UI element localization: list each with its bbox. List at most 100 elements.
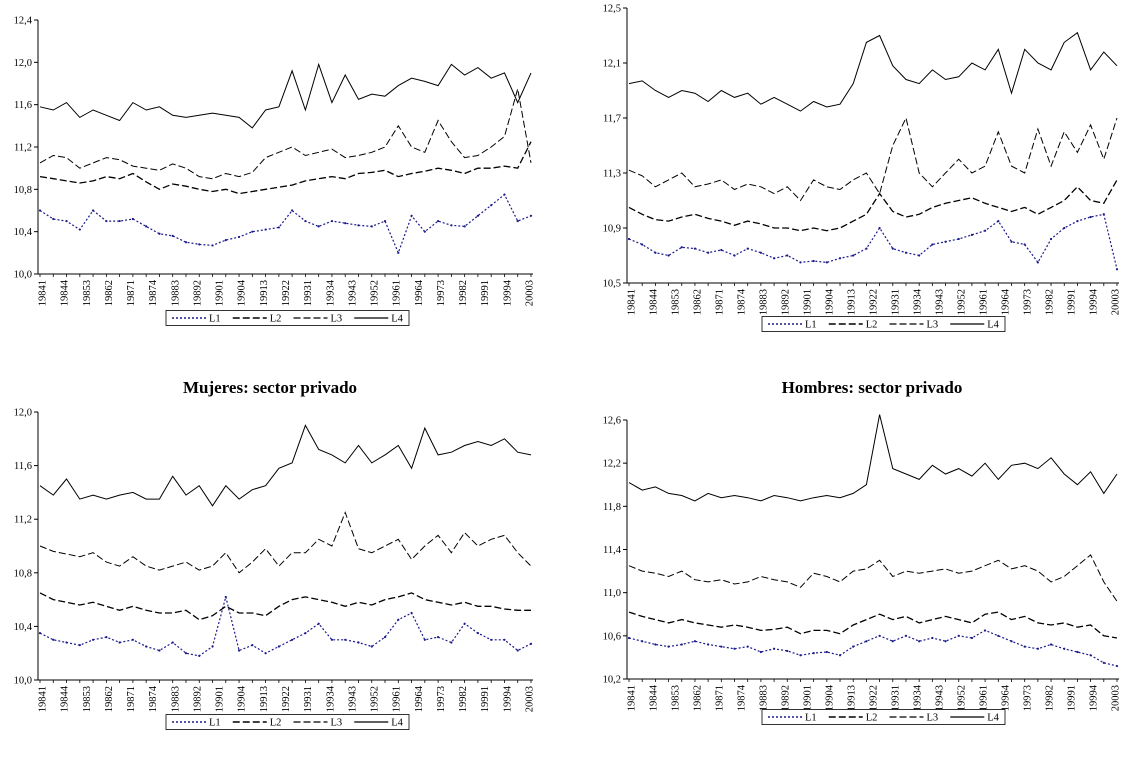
legend-label-L1: L1 [805, 320, 817, 331]
series-point-L1 [38, 209, 42, 212]
legend-label-L2: L2 [270, 314, 282, 325]
series-point-L1 [330, 638, 334, 641]
series-point-L1 [317, 225, 320, 228]
x-tick-label: 19871 [715, 685, 726, 711]
x-tick-label: 19862 [693, 685, 704, 711]
series-point-L1 [476, 214, 480, 217]
y-tick-label: 10,4 [14, 227, 33, 238]
x-tick-label: 20003 [525, 280, 536, 306]
x-tick-label: 19913 [847, 289, 858, 315]
series-point-L1 [1063, 647, 1066, 650]
x-tick-label: 19862 [104, 280, 115, 306]
series-point-L1 [105, 636, 108, 639]
series-point-L1 [746, 247, 749, 250]
x-tick-label: 19961 [392, 686, 403, 712]
x-tick-label: 19901 [803, 289, 814, 315]
x-tick-label: 19922 [869, 685, 880, 711]
series-point-L1 [1102, 213, 1105, 216]
x-tick-label: 19943 [347, 280, 358, 306]
series-point-L1 [145, 225, 148, 228]
series-point-L1 [746, 645, 749, 648]
x-tick-label: 19922 [869, 289, 880, 315]
series-point-L1 [984, 629, 987, 632]
series-point-L1 [344, 638, 347, 641]
x-tick-label: 19901 [803, 685, 814, 711]
x-tick-label: 19973 [1023, 685, 1034, 711]
x-tick-label: 19991 [480, 686, 491, 712]
x-tick-label: 19934 [913, 288, 924, 315]
series-point-L1 [91, 209, 95, 212]
series-point-L1 [304, 219, 307, 223]
series-point-L1 [1063, 226, 1066, 230]
series-point-L1 [317, 622, 320, 625]
legend-label-L4: L4 [391, 718, 403, 729]
series-point-L1 [291, 638, 294, 641]
y-tick-label: 12,0 [14, 58, 32, 69]
series-point-L1 [357, 224, 360, 227]
x-tick-label: 19922 [281, 280, 292, 306]
x-tick-label: 19874 [737, 288, 748, 315]
series-point-L1 [224, 239, 227, 242]
series-point-L1 [707, 251, 710, 254]
y-tick-label: 11,6 [14, 461, 32, 472]
series-point-L1 [865, 640, 868, 643]
series-point-L1 [904, 251, 908, 254]
series-point-L1 [529, 642, 533, 645]
y-tick-label: 11,2 [14, 515, 32, 526]
series-point-L1 [957, 634, 960, 637]
legend-box [761, 709, 1006, 725]
x-tick-label: 19961 [392, 280, 403, 306]
series-point-L1 [1076, 220, 1079, 223]
series-point-L1 [1036, 261, 1039, 264]
y-tick-label: 12,5 [603, 4, 621, 15]
x-tick-label: 19871 [126, 686, 137, 712]
x-tick-label: 19904 [825, 684, 836, 711]
series-point-L1 [680, 246, 683, 249]
series-point-L1 [529, 214, 533, 217]
series-point-L1 [357, 641, 360, 644]
x-tick-label: 19931 [303, 280, 314, 306]
x-tick-label: 19853 [671, 685, 682, 711]
series-line-L3 [628, 554, 1118, 602]
y-tick-label: 11,8 [603, 502, 621, 513]
series-point-L1 [970, 233, 974, 236]
y-tick-label: 10,9 [603, 224, 621, 235]
series-point-L1 [1102, 661, 1105, 664]
series-point-L1 [503, 193, 506, 196]
series-point-L1 [450, 641, 453, 644]
chart-title: Hombres: sector privado [782, 378, 963, 397]
series-point-L1 [344, 222, 347, 225]
series-point-L1 [118, 641, 121, 644]
series-point-L1 [1010, 640, 1013, 643]
x-tick-label: 19964 [414, 685, 425, 712]
x-tick-label: 19991 [1067, 289, 1078, 315]
series-point-L1 [865, 247, 868, 250]
x-tick-label: 19874 [737, 684, 748, 711]
x-tick-label: 19844 [60, 279, 71, 306]
series-point-L1 [237, 649, 241, 652]
series-point-L1 [410, 214, 413, 217]
series-point-L1 [1049, 237, 1053, 241]
x-tick-label: 19853 [671, 289, 682, 315]
legend-label-L1: L1 [209, 718, 221, 729]
series-point-L1 [997, 634, 1000, 637]
x-tick-label: 19982 [458, 280, 469, 306]
series-point-L1 [490, 638, 493, 641]
x-tick-label: 19892 [192, 686, 203, 712]
series-point-L1 [838, 654, 842, 657]
x-tick-label: 19982 [1045, 289, 1056, 315]
y-tick-label: 11,0 [603, 588, 621, 599]
x-tick-label: 19922 [281, 686, 292, 712]
series-point-L1 [733, 254, 736, 257]
x-tick-label: 19841 [627, 685, 638, 711]
series-point-L1 [641, 243, 644, 246]
chart-panel-4: Hombres: sector privado 10,2 10,6 11,0 11,4 1… [603, 378, 1122, 725]
series-point-L1 [654, 643, 657, 646]
legend-box [165, 310, 410, 326]
series-point-L1 [291, 209, 294, 212]
series-point-L1 [171, 234, 174, 237]
series-point-L1 [1089, 654, 1092, 657]
x-tick-label: 20003 [525, 686, 536, 712]
series-line-L4 [39, 62, 532, 129]
